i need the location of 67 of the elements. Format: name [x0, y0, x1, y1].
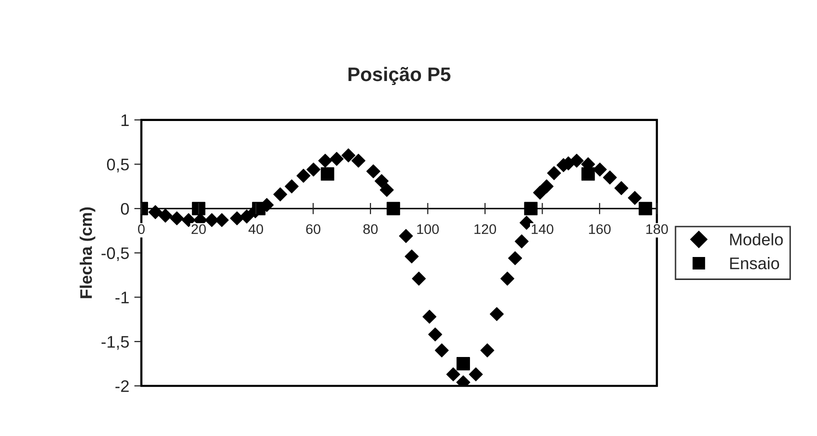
point: [412, 272, 426, 286]
point: [540, 179, 554, 194]
point: [148, 205, 162, 220]
x-tick-label: 20: [192, 224, 206, 234]
point: [230, 211, 244, 226]
y-tick-label: 0: [120, 202, 129, 215]
x-tick-label: 100: [417, 224, 439, 234]
point: [533, 186, 547, 200]
point: [240, 210, 254, 224]
point: [252, 202, 266, 216]
point: [508, 251, 522, 266]
point: [524, 202, 538, 216]
point: [592, 162, 607, 177]
y-tick-label: -2: [115, 380, 129, 392]
point: [306, 162, 320, 177]
point: [514, 234, 529, 248]
chart-title: Posição P5: [348, 66, 450, 86]
point: [602, 170, 617, 184]
y-tick-label: -1,5: [102, 336, 129, 350]
point: [374, 174, 389, 188]
point: [490, 307, 504, 322]
x-tick-label: 160: [589, 224, 611, 234]
x-tick-label: 60: [306, 224, 320, 234]
point: [284, 179, 299, 194]
point: [366, 164, 380, 178]
legend-label: Ensaio: [730, 257, 780, 270]
x-tick-label: 140: [532, 224, 554, 234]
point: [500, 272, 514, 286]
x-tick-label: 80: [363, 224, 378, 234]
point: [456, 356, 470, 370]
point: [446, 367, 460, 382]
x-tick-label: 180: [646, 224, 668, 234]
point: [296, 168, 310, 183]
point: [480, 343, 494, 358]
point: [170, 211, 184, 226]
point: [422, 310, 436, 324]
point: [320, 167, 334, 181]
point: [570, 154, 584, 168]
point: [399, 229, 413, 243]
point: [628, 190, 642, 205]
point: [351, 154, 366, 168]
point: [380, 182, 394, 197]
legend-label: Modelo: [730, 233, 783, 246]
x-tick-label: 40: [248, 224, 264, 234]
x-tick-label: 0: [138, 224, 145, 234]
point: [434, 343, 449, 358]
y-tick-label: 0,5: [107, 158, 129, 172]
point: [158, 208, 172, 223]
x-tick-label: 120: [474, 224, 496, 234]
point: [318, 154, 332, 168]
point: [386, 202, 400, 216]
y-axis-title: Flecha (cm): [80, 207, 96, 298]
point: [273, 187, 288, 202]
point: [341, 148, 356, 162]
point: [428, 327, 442, 342]
point: [581, 167, 595, 181]
point: [614, 181, 628, 196]
y-tick-label: -0,5: [102, 247, 129, 262]
y-tick-label: -1: [115, 292, 129, 304]
point: [468, 367, 483, 382]
point: [214, 213, 229, 228]
point: [404, 249, 419, 264]
point: [330, 152, 344, 166]
point: [638, 202, 652, 216]
y-tick-label: 1: [122, 114, 129, 126]
point: [192, 202, 206, 216]
point: [547, 166, 562, 180]
